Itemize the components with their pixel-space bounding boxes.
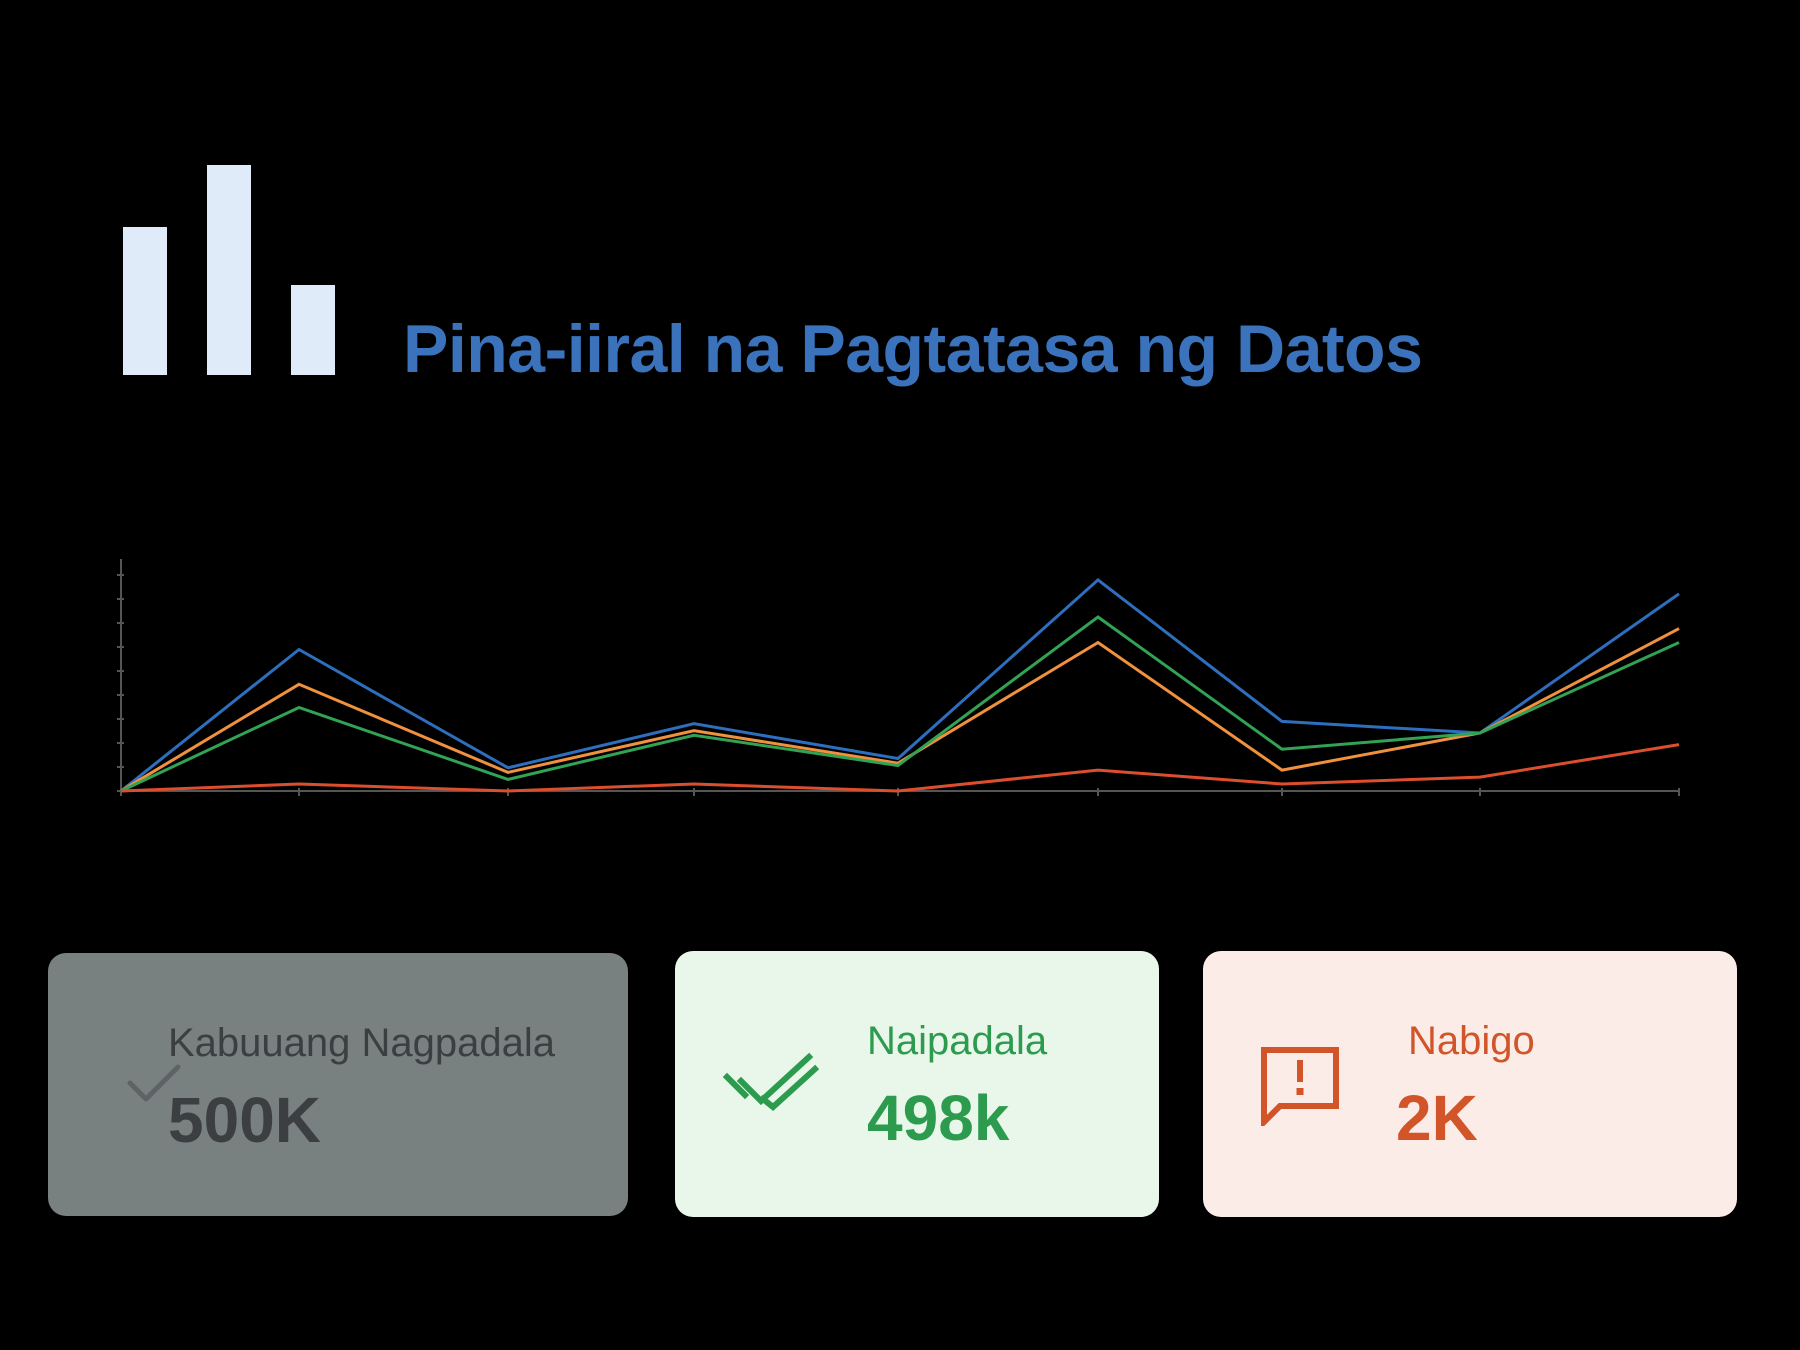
series-line-1 — [120, 627, 1680, 793]
chart-series — [120, 577, 1680, 793]
double-check-icon — [723, 1052, 819, 1111]
total-sent-card: Kabuuang Nagpadala 500K — [48, 953, 628, 1216]
failed-label: Nabigo — [1408, 1019, 1535, 1063]
alert-message-icon — [1261, 1047, 1339, 1126]
check-icon — [127, 1064, 181, 1102]
series-line-0 — [120, 577, 1680, 793]
bar-chart-icon — [123, 165, 335, 375]
delivered-card: Naipadala 498k — [675, 951, 1159, 1217]
line-chart — [117, 559, 1680, 796]
delivered-value: 498k — [867, 1082, 1010, 1154]
page-title: Pina-iiral na Pagtatasa ng Datos — [403, 311, 1423, 387]
total-sent-label: Kabuuang Nagpadala — [168, 1021, 556, 1065]
failed-value: 2K — [1396, 1082, 1478, 1154]
delivered-label: Naipadala — [867, 1019, 1048, 1063]
total-sent-value: 500K — [168, 1084, 321, 1156]
failed-card: Nabigo 2K — [1203, 951, 1737, 1217]
series-line-3 — [120, 743, 1680, 793]
series-line-2 — [120, 615, 1680, 793]
